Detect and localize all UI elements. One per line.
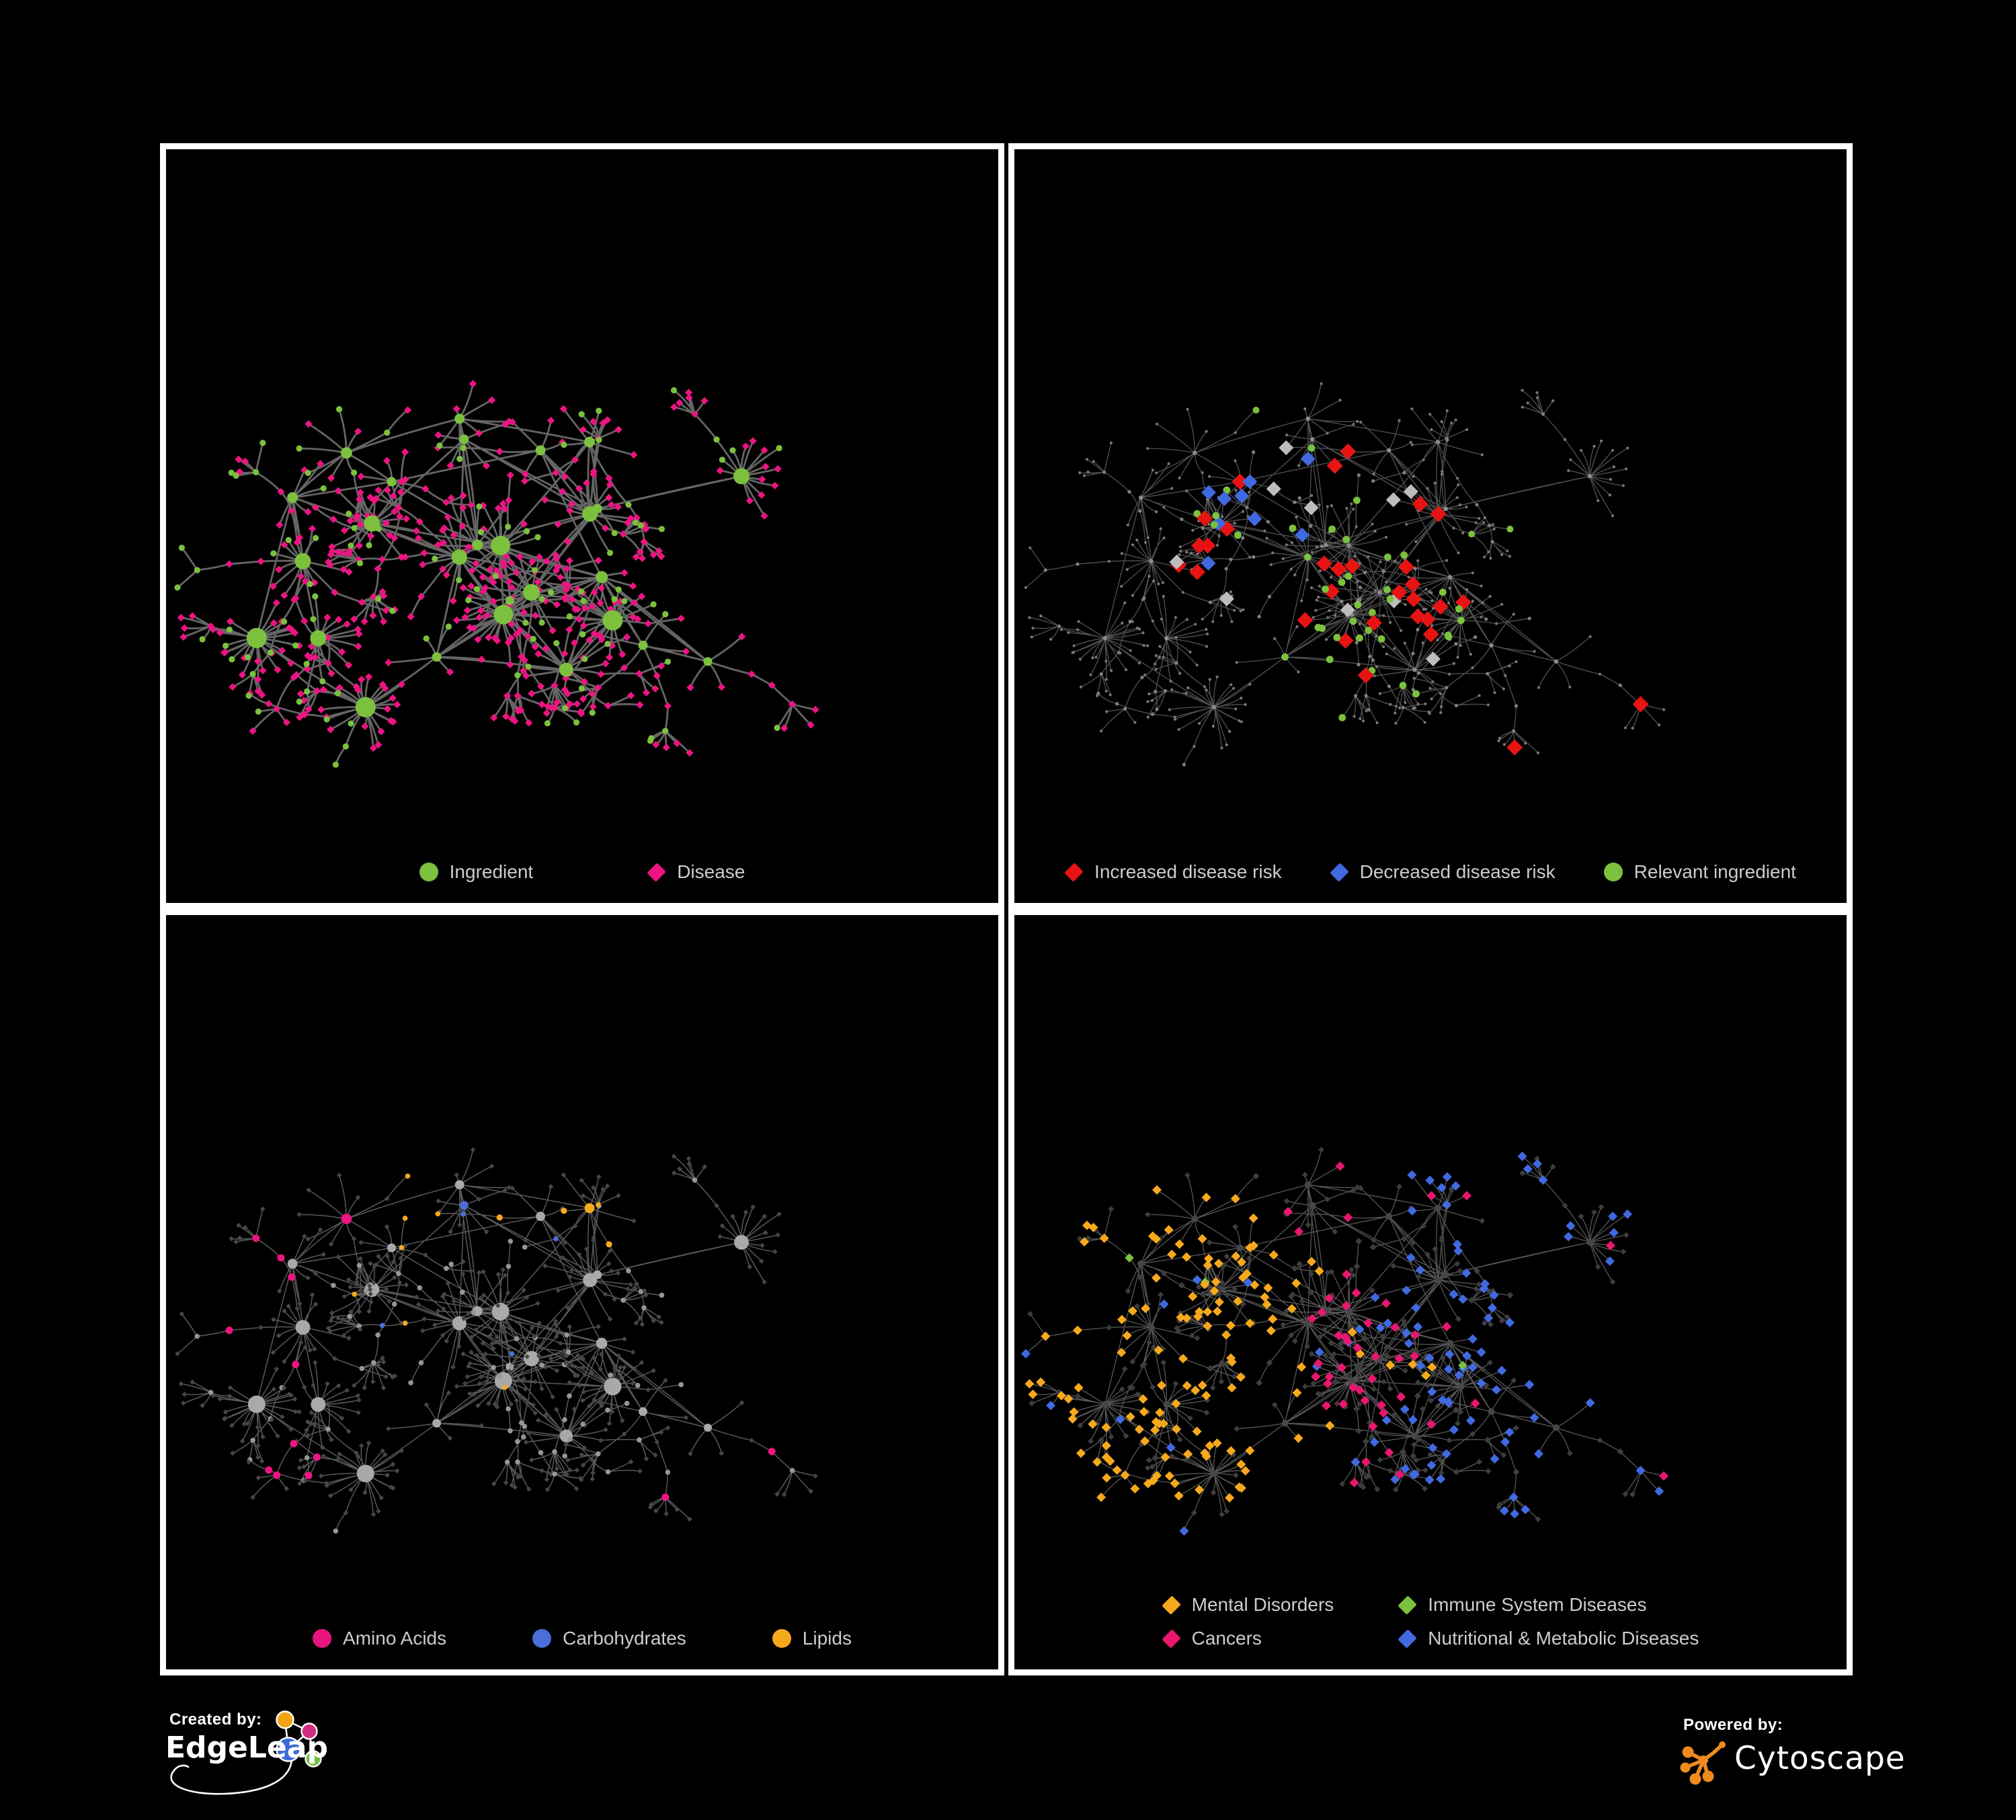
legend-label: Decreased disease risk — [1359, 861, 1556, 882]
panel-ingredient-disease: Ingredient Disease — [160, 143, 1004, 909]
legend-disease-classes: Mental Disorders Immune System Diseases Ca… — [1024, 1594, 1837, 1649]
panel-disease-risk: Increased disease risk Decreased disease … — [1008, 143, 1853, 909]
circle-swatch — [1603, 863, 1623, 881]
legend-disease-risk: Increased disease risk Decreased disease … — [1024, 861, 1837, 883]
legend-item-disease: Disease — [647, 861, 745, 883]
legend-item-lipids: Lipids — [772, 1628, 852, 1649]
legend-item-ingredient: Ingredient — [419, 861, 534, 883]
legend-label: Relevant ingredient — [1634, 861, 1796, 882]
diamond-swatch — [647, 862, 666, 882]
legend-item-mental-disorders: Mental Disorders — [1161, 1594, 1334, 1616]
cytoscape-credit: Powered by: Cytoscape — [1678, 1716, 1906, 1796]
legend-label: Mental Disorders — [1191, 1594, 1334, 1615]
edgeleap-wordmark: EdgeLeap — [165, 1731, 328, 1765]
figure-grid: Ingredient Disease Increased disease risk… — [160, 143, 1855, 1675]
legend-nutrient-classes: Amino Acids Carbohydrates Lipids — [175, 1628, 989, 1649]
legend-label: Nutritional & Metabolic Diseases — [1428, 1628, 1699, 1649]
cytoscape-wordmark: Cytoscape — [1734, 1740, 1906, 1777]
legend-item-amino-acids: Amino Acids — [313, 1628, 446, 1649]
legend-item-carbohydrates: Carbohydrates — [532, 1628, 686, 1649]
legend-item-cancers: Cancers — [1161, 1628, 1334, 1649]
legend-label: Lipids — [802, 1628, 852, 1649]
edgeleap-node-blue — [276, 1737, 301, 1762]
legend-label: Ingredient — [449, 861, 534, 882]
legend-label: Cancers — [1191, 1628, 1262, 1649]
panel-disease-classes: Mental Disorders Immune System Diseases Ca… — [1008, 909, 1853, 1675]
circle-swatch — [313, 1629, 332, 1648]
legend-label: Carbohydrates — [563, 1628, 686, 1649]
legend-label: Increased disease risk — [1094, 861, 1282, 882]
panel-nutrient-classes: Amino Acids Carbohydrates Lipids — [160, 909, 1004, 1675]
edgeleap-node-green — [305, 1750, 322, 1768]
diamond-swatch — [1064, 862, 1084, 882]
legend-item-increased-disease-risk: Increased disease risk — [1064, 861, 1282, 883]
edgeleap-swoosh — [170, 1759, 293, 1795]
legend-label: Amino Acids — [343, 1628, 447, 1649]
circle-swatch — [772, 1629, 791, 1648]
legend-item-decreased-disease-risk: Decreased disease risk — [1329, 861, 1556, 883]
cytoscape-logo-icon — [1680, 1741, 1726, 1785]
legend-label: Immune System Diseases — [1428, 1594, 1647, 1615]
diamond-swatch — [1329, 862, 1349, 882]
legend-item-relevant-ingredient: Relevant ingredient — [1603, 861, 1796, 883]
network-disease-classes — [1021, 1146, 1668, 1536]
diamond-swatch — [1398, 1595, 1418, 1615]
network-nutrient-classes — [175, 1147, 818, 1534]
created-by-label: Created by: — [169, 1710, 262, 1729]
powered-by-label: Powered by: — [1683, 1716, 1783, 1734]
legend-label: Disease — [677, 861, 745, 882]
edgeleap-logo-icon — [170, 1710, 322, 1795]
diamond-swatch — [1161, 1628, 1181, 1649]
edgeleap-node-orange — [276, 1710, 294, 1729]
diamond-swatch — [1161, 1595, 1181, 1615]
network-disease-risk — [1024, 382, 1666, 766]
edgeleap-node-magenta — [300, 1723, 318, 1740]
diamond-swatch — [1398, 1628, 1418, 1649]
legend-item-immune-system-diseases: Immune System Diseases — [1398, 1594, 1699, 1616]
network-ingredient-disease — [174, 380, 819, 768]
circle-swatch — [419, 863, 438, 881]
legend-item-nutritional-metabolic-diseases: Nutritional & Metabolic Diseases — [1398, 1628, 1699, 1649]
legend-ingredient-disease: Ingredient Disease — [175, 861, 989, 883]
edgeleap-credit: Created by: EdgeLeap — [160, 1704, 368, 1805]
circle-swatch — [532, 1629, 552, 1648]
